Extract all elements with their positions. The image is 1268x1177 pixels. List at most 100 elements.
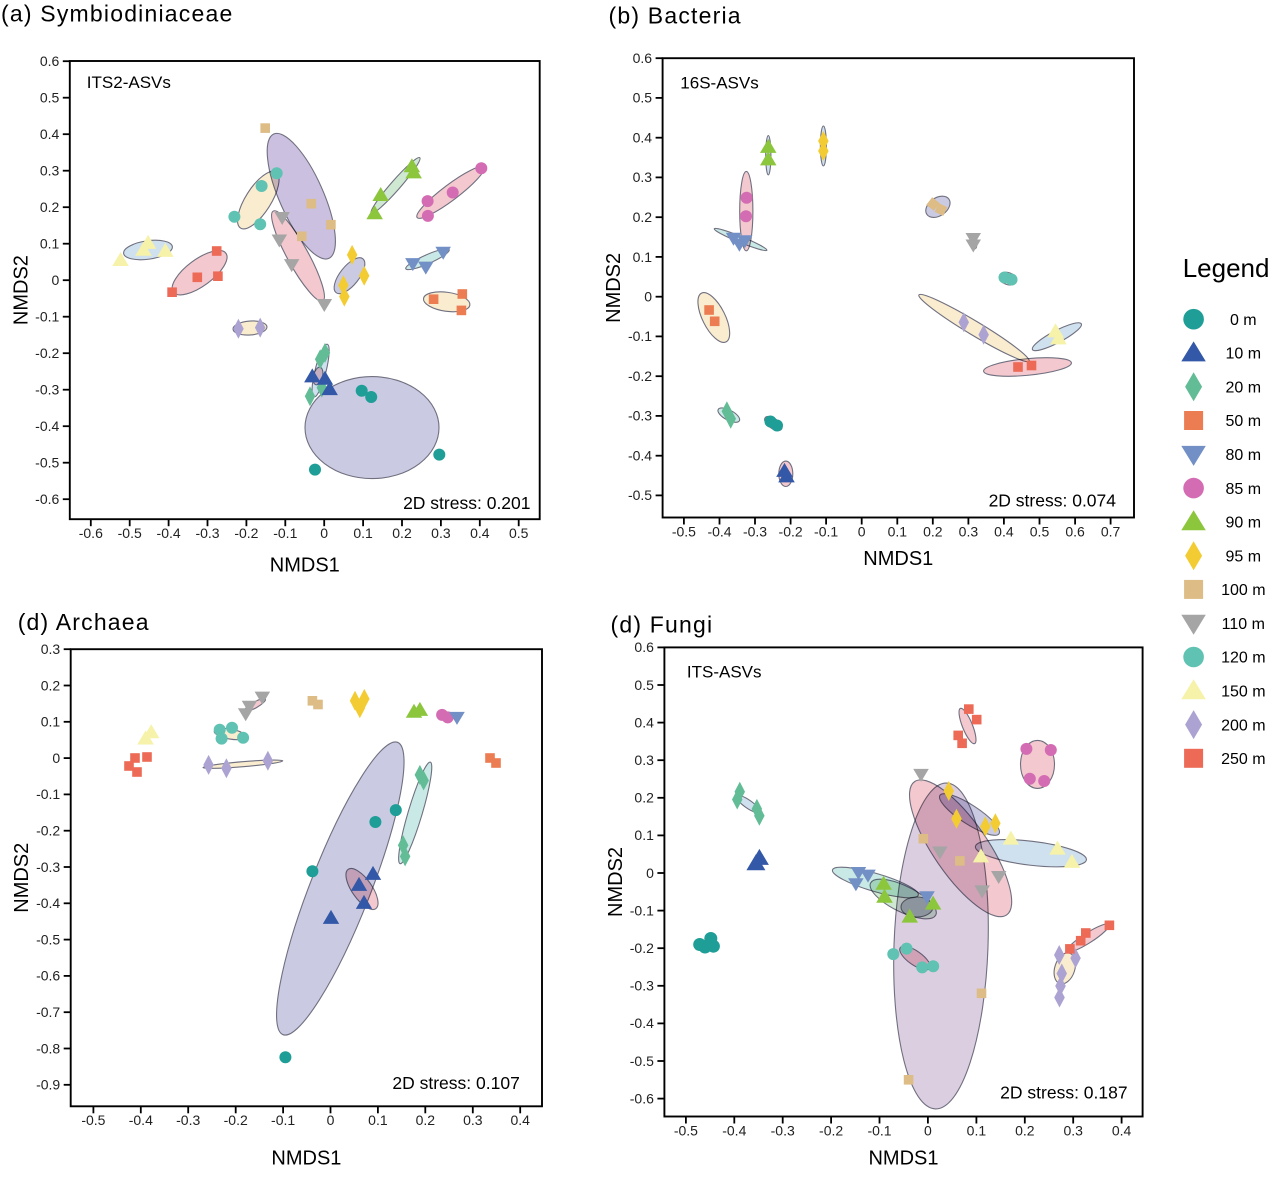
svg-text:200 m: 200 m xyxy=(1221,717,1265,734)
svg-text:-0.3: -0.3 xyxy=(743,523,767,539)
svg-text:0.2: 0.2 xyxy=(40,199,60,215)
svg-text:-0.4: -0.4 xyxy=(722,1122,746,1138)
svg-text:-0.3: -0.3 xyxy=(195,525,219,541)
svg-text:0.5: 0.5 xyxy=(634,677,654,693)
svg-text:250 m: 250 m xyxy=(1221,751,1265,768)
svg-text:-0.3: -0.3 xyxy=(35,382,59,398)
svg-text:ITS-ASVs: ITS-ASVs xyxy=(687,663,762,682)
svg-text:0.4: 0.4 xyxy=(634,714,654,730)
svg-text:-0.5: -0.5 xyxy=(118,525,142,541)
svg-text:50 m: 50 m xyxy=(1226,413,1262,430)
svg-text:NMDS2: NMDS2 xyxy=(605,847,627,917)
svg-text:0: 0 xyxy=(858,523,866,539)
svg-text:0.2: 0.2 xyxy=(634,790,654,806)
svg-text:0.1: 0.1 xyxy=(967,1122,987,1138)
svg-text:NMDS2: NMDS2 xyxy=(10,255,32,325)
svg-text:120 m: 120 m xyxy=(1221,650,1265,667)
svg-text:-0.3: -0.3 xyxy=(628,408,652,424)
svg-text:-0.2: -0.2 xyxy=(819,1122,843,1138)
svg-text:10 m: 10 m xyxy=(1226,346,1262,363)
svg-text:0.1: 0.1 xyxy=(634,827,654,843)
svg-text:-0.2: -0.2 xyxy=(36,823,60,839)
svg-text:-0.4: -0.4 xyxy=(35,418,59,434)
svg-text:-0.2: -0.2 xyxy=(35,345,59,361)
svg-text:0.2: 0.2 xyxy=(923,523,943,539)
svg-text:0.6: 0.6 xyxy=(633,50,653,66)
svg-text:0.1: 0.1 xyxy=(353,525,373,541)
svg-text:0.1: 0.1 xyxy=(368,1112,388,1128)
svg-text:ITS2-ASVs: ITS2-ASVs xyxy=(87,73,171,92)
svg-text:-0.1: -0.1 xyxy=(36,786,60,802)
svg-text:-0.2: -0.2 xyxy=(234,525,258,541)
svg-text:NMDS1: NMDS1 xyxy=(863,548,933,570)
svg-text:NMDS1: NMDS1 xyxy=(271,1148,341,1170)
svg-text:-0.1: -0.1 xyxy=(630,902,654,918)
svg-text:NMDS2: NMDS2 xyxy=(603,253,625,323)
svg-text:-0.2: -0.2 xyxy=(628,368,652,384)
svg-text:-0.6: -0.6 xyxy=(630,1090,654,1106)
svg-text:0.1: 0.1 xyxy=(633,249,653,265)
svg-text:-0.2: -0.2 xyxy=(779,523,803,539)
svg-text:-0.3: -0.3 xyxy=(771,1122,795,1138)
svg-text:85 m: 85 m xyxy=(1226,481,1262,498)
svg-text:0.6: 0.6 xyxy=(1065,523,1085,539)
svg-text:0.1: 0.1 xyxy=(41,714,61,730)
svg-text:NMDS1: NMDS1 xyxy=(868,1148,938,1170)
svg-text:0.7: 0.7 xyxy=(1101,523,1121,539)
svg-text:-0.5: -0.5 xyxy=(35,455,59,471)
svg-text:-0.4: -0.4 xyxy=(129,1112,153,1128)
svg-text:-0.4: -0.4 xyxy=(157,525,181,541)
svg-text:-0.1: -0.1 xyxy=(35,309,59,325)
svg-text:-0.5: -0.5 xyxy=(36,931,60,947)
svg-text:-0.5: -0.5 xyxy=(628,487,652,503)
svg-text:2D stress: 0.107: 2D stress: 0.107 xyxy=(392,1073,519,1093)
svg-text:0.3: 0.3 xyxy=(634,752,654,768)
svg-text:0.4: 0.4 xyxy=(1112,1122,1132,1138)
svg-text:-0.1: -0.1 xyxy=(271,1112,295,1128)
svg-text:-0.4: -0.4 xyxy=(707,523,731,539)
svg-text:(d) Archaea: (d) Archaea xyxy=(18,609,150,635)
svg-text:-0.4: -0.4 xyxy=(36,895,60,911)
svg-text:0.2: 0.2 xyxy=(416,1112,436,1128)
svg-text:0.4: 0.4 xyxy=(510,1112,530,1128)
svg-text:0.3: 0.3 xyxy=(463,1112,483,1128)
svg-text:-0.4: -0.4 xyxy=(628,448,652,464)
svg-text:(b) Bacteria: (b) Bacteria xyxy=(609,3,742,29)
svg-text:90 m: 90 m xyxy=(1226,515,1262,532)
svg-text:2D stress: 0.187: 2D stress: 0.187 xyxy=(1000,1083,1127,1103)
svg-text:110 m: 110 m xyxy=(1222,616,1265,633)
svg-text:0: 0 xyxy=(52,750,60,766)
svg-text:0.3: 0.3 xyxy=(41,641,61,657)
svg-text:80 m: 80 m xyxy=(1226,447,1262,464)
svg-text:0: 0 xyxy=(52,272,60,288)
svg-text:0.4: 0.4 xyxy=(470,525,490,541)
svg-text:-0.1: -0.1 xyxy=(628,328,652,344)
svg-text:0: 0 xyxy=(644,289,652,305)
svg-text:-0.1: -0.1 xyxy=(273,525,297,541)
svg-text:(a) Symbiodiniaceae: (a) Symbiodiniaceae xyxy=(1,1,233,27)
svg-text:-0.7: -0.7 xyxy=(36,1004,60,1020)
svg-text:-0.6: -0.6 xyxy=(79,525,103,541)
svg-text:0.3: 0.3 xyxy=(431,525,451,541)
svg-text:0.3: 0.3 xyxy=(959,523,979,539)
svg-text:-0.6: -0.6 xyxy=(35,491,59,507)
svg-text:-0.1: -0.1 xyxy=(867,1122,891,1138)
svg-text:150 m: 150 m xyxy=(1221,684,1265,701)
svg-text:-0.5: -0.5 xyxy=(81,1112,105,1128)
svg-text:0.3: 0.3 xyxy=(1063,1122,1083,1138)
svg-text:-0.5: -0.5 xyxy=(674,1122,698,1138)
svg-text:0.3: 0.3 xyxy=(633,169,653,185)
svg-text:20 m: 20 m xyxy=(1226,380,1262,397)
svg-text:95 m: 95 m xyxy=(1226,548,1262,565)
svg-text:0 m: 0 m xyxy=(1230,312,1257,329)
svg-text:0.4: 0.4 xyxy=(40,126,60,142)
svg-text:0.5: 0.5 xyxy=(633,90,653,106)
svg-text:0.2: 0.2 xyxy=(1015,1122,1035,1138)
svg-text:-0.3: -0.3 xyxy=(630,978,654,994)
svg-text:0.4: 0.4 xyxy=(994,523,1014,539)
svg-text:0.1: 0.1 xyxy=(888,523,908,539)
svg-text:16S-ASVs: 16S-ASVs xyxy=(680,73,758,92)
svg-text:2D stress: 0.201: 2D stress: 0.201 xyxy=(403,493,530,513)
svg-text:NMDS1: NMDS1 xyxy=(270,555,340,577)
svg-text:100 m: 100 m xyxy=(1221,582,1265,599)
